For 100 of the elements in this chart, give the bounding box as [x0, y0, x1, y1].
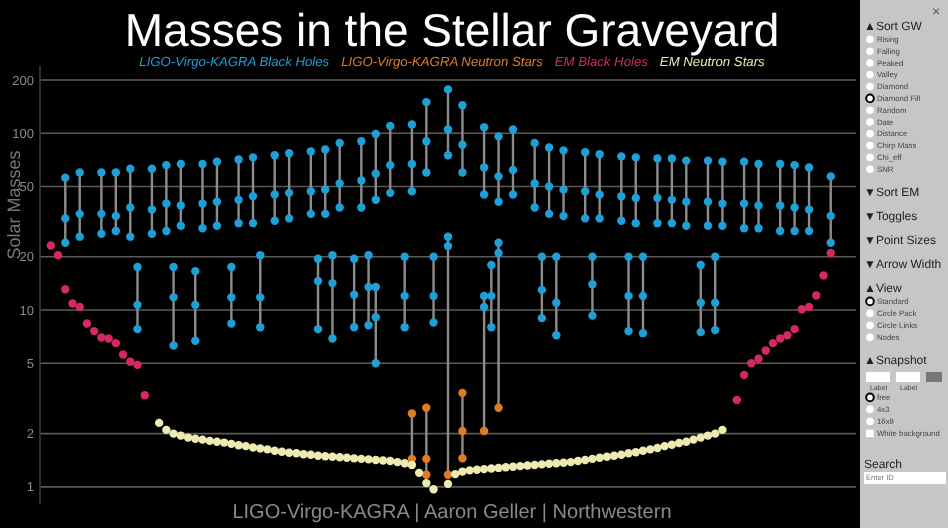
- point: [718, 199, 727, 208]
- point: [234, 155, 243, 164]
- point: [479, 291, 489, 301]
- point: [248, 153, 258, 162]
- point: [653, 193, 662, 203]
- point: [588, 252, 597, 262]
- point: [487, 291, 496, 301]
- point: [790, 203, 799, 212]
- point: [682, 197, 691, 206]
- point: [140, 390, 149, 400]
- point: [653, 218, 662, 228]
- point: [617, 216, 626, 225]
- point: [775, 201, 785, 210]
- point: [111, 338, 121, 348]
- point: [804, 226, 814, 236]
- point: [364, 251, 373, 260]
- point: [710, 298, 720, 307]
- point: [494, 197, 503, 206]
- point: [667, 195, 677, 205]
- point: [443, 241, 453, 251]
- point: [638, 291, 648, 301]
- point: [544, 143, 554, 152]
- point: [804, 163, 814, 172]
- point: [357, 176, 366, 185]
- point: [508, 165, 518, 175]
- point: [494, 403, 503, 412]
- point: [97, 333, 106, 342]
- point: [667, 218, 677, 228]
- point: [530, 203, 539, 212]
- point: [544, 209, 554, 219]
- point: [458, 140, 467, 150]
- point: [422, 97, 431, 107]
- point: [754, 224, 763, 233]
- point: [357, 203, 366, 212]
- point: [169, 262, 178, 272]
- point: [147, 164, 157, 173]
- point: [400, 322, 409, 332]
- point: [248, 218, 258, 228]
- point: [429, 318, 438, 327]
- point: [703, 221, 713, 230]
- point: [46, 241, 56, 250]
- point: [386, 121, 395, 131]
- point: [400, 291, 409, 301]
- point: [335, 138, 344, 148]
- point: [790, 226, 799, 236]
- point: [133, 360, 142, 370]
- point: [422, 454, 431, 464]
- point: [559, 185, 568, 194]
- point: [371, 313, 380, 322]
- point: [696, 327, 705, 337]
- point: [212, 157, 222, 166]
- point: [328, 334, 337, 343]
- point: [364, 321, 373, 330]
- point: [422, 137, 431, 146]
- point: [89, 326, 99, 336]
- point: [429, 252, 438, 262]
- point: [826, 211, 835, 221]
- point: [313, 254, 323, 263]
- point: [754, 201, 763, 210]
- point: [458, 101, 467, 110]
- point: [386, 188, 395, 198]
- point: [97, 209, 106, 219]
- point: [682, 156, 691, 165]
- point: [754, 354, 763, 363]
- point: [212, 197, 222, 206]
- point: [653, 154, 662, 163]
- point: [284, 149, 294, 158]
- point: [458, 454, 467, 463]
- point: [588, 280, 597, 289]
- point: [775, 159, 785, 169]
- point: [443, 151, 453, 160]
- point: [198, 159, 207, 169]
- point: [256, 293, 265, 302]
- point: [775, 334, 785, 343]
- point: [371, 359, 380, 368]
- point: [321, 185, 330, 194]
- point: [61, 238, 70, 248]
- point: [479, 163, 489, 172]
- point: [126, 203, 135, 212]
- point: [335, 203, 344, 212]
- point: [147, 205, 157, 214]
- point: [703, 197, 713, 206]
- point: [458, 426, 467, 436]
- point: [458, 168, 467, 177]
- point: [75, 168, 84, 177]
- point: [133, 262, 142, 272]
- point: [581, 187, 590, 196]
- point: [624, 326, 633, 336]
- point: [176, 201, 186, 210]
- point: [718, 221, 727, 230]
- point: [75, 232, 84, 241]
- point: [284, 188, 294, 198]
- point: [479, 302, 489, 312]
- point: [544, 182, 554, 191]
- point: [364, 282, 373, 292]
- point: [284, 214, 294, 223]
- point: [198, 224, 207, 233]
- point: [812, 291, 821, 300]
- point: [739, 224, 749, 233]
- point: [443, 125, 453, 134]
